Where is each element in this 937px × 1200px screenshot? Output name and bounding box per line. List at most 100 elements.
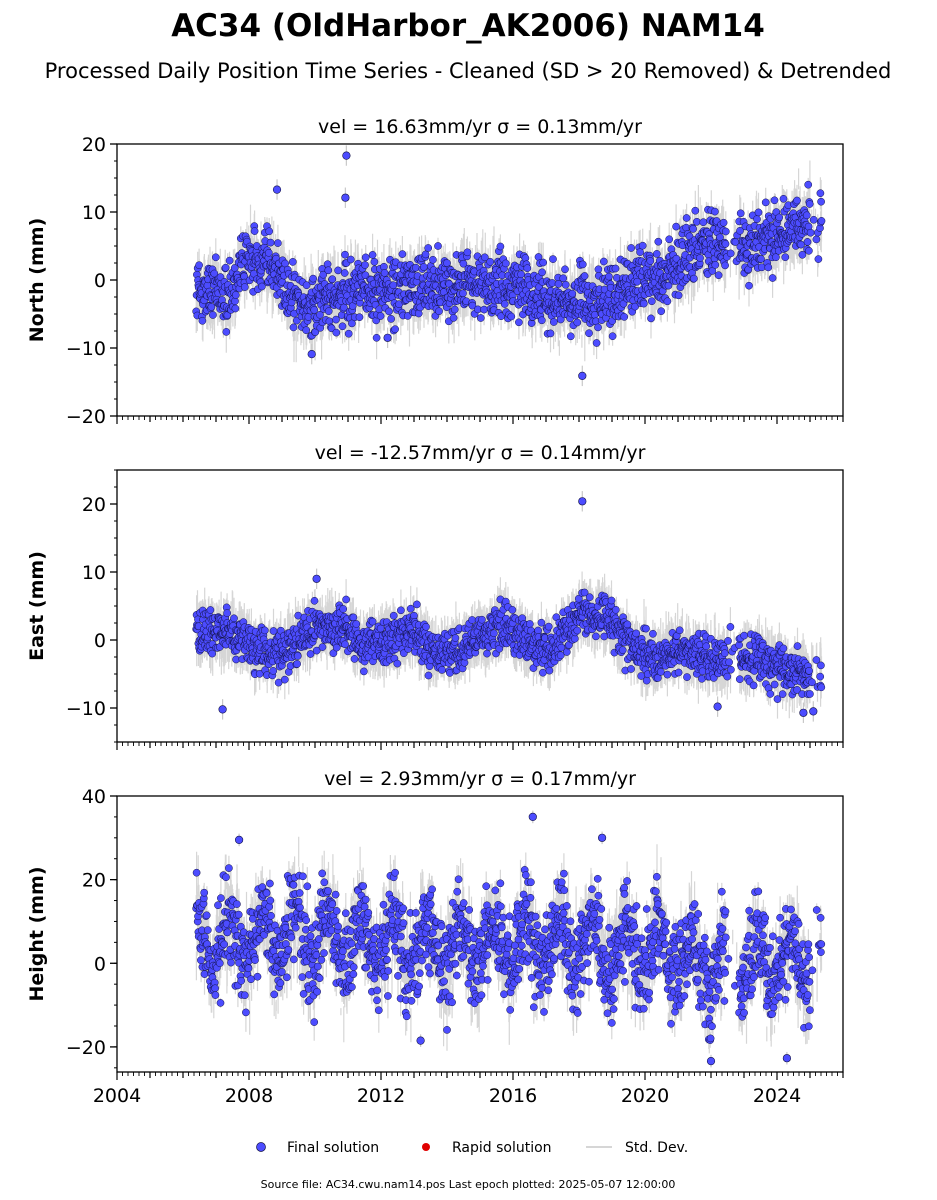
ylabel-height: Height (mm) (26, 866, 48, 1001)
data-point (391, 868, 399, 877)
data-point (452, 971, 461, 980)
data-point (802, 211, 811, 220)
ytick-label: 0 (94, 270, 106, 292)
data-point (500, 300, 509, 308)
data-point (318, 869, 327, 878)
data-point (808, 678, 816, 687)
data-point (620, 313, 629, 321)
data-point (609, 1005, 618, 1013)
data-point (394, 972, 402, 980)
data-point (361, 895, 370, 904)
data-point (306, 650, 315, 658)
data-point (211, 991, 220, 999)
data-point (607, 596, 616, 605)
data-point (503, 931, 512, 940)
data-point (594, 265, 603, 274)
data-point (506, 1006, 515, 1014)
data-point (349, 963, 358, 971)
data-point (242, 1008, 250, 1017)
data-point (649, 629, 657, 638)
data-point (674, 291, 683, 300)
data-point (315, 974, 324, 983)
data-point (227, 958, 235, 967)
data-point (764, 263, 773, 272)
data-point (623, 877, 631, 885)
data-point (637, 934, 646, 943)
data-point (391, 325, 399, 334)
data-point (309, 274, 317, 283)
data-point (296, 903, 304, 912)
data-point (812, 235, 821, 244)
data-point (421, 250, 430, 259)
data-point (797, 240, 805, 249)
data-point (691, 206, 700, 215)
data-point (278, 968, 286, 976)
data-point (590, 311, 599, 319)
data-point (817, 217, 826, 225)
data-point (490, 629, 498, 638)
data-point (223, 609, 231, 617)
data-point (419, 263, 428, 271)
data-point (719, 218, 728, 227)
data-point (258, 282, 266, 291)
data-point (507, 312, 516, 321)
data-point (397, 932, 405, 941)
data-point (544, 986, 553, 995)
data-point (206, 606, 215, 614)
data-point (477, 929, 486, 938)
data-point (721, 240, 730, 248)
data-point (768, 274, 777, 282)
data-point (560, 886, 569, 895)
data-point (699, 218, 708, 227)
panel-title-east: vel = -12.57mm/yr σ = 0.14mm/yr (315, 442, 646, 464)
ytick-label: 20 (82, 134, 106, 156)
data-point (328, 900, 337, 909)
data-point (486, 257, 495, 266)
data-point (608, 985, 617, 994)
data-point (517, 941, 526, 950)
data-point (621, 978, 629, 986)
data-point (595, 915, 604, 924)
data-point (499, 913, 508, 922)
data-point (639, 1004, 648, 1013)
data-point (740, 631, 748, 640)
data-point (580, 272, 589, 280)
data-point (527, 973, 536, 982)
outlier-point (341, 193, 350, 202)
data-point (575, 954, 584, 963)
data-point (537, 618, 546, 627)
data-point (533, 921, 542, 930)
data-point (611, 605, 620, 614)
data-point (231, 304, 240, 313)
data-point (463, 248, 472, 257)
data-point (280, 675, 289, 684)
data-point (360, 667, 368, 676)
ytick-label: 0 (94, 630, 106, 652)
data-point (350, 948, 359, 956)
data-point (778, 690, 787, 698)
data-point (478, 615, 486, 624)
data-point (317, 956, 326, 964)
data-point (385, 307, 393, 316)
data-point (692, 217, 701, 226)
data-point (614, 952, 623, 960)
data-point (207, 303, 216, 311)
outlier-point (307, 350, 316, 359)
data-point (753, 215, 761, 223)
data-point (328, 275, 337, 284)
figure-title: AC34 (OldHarbor_AK2006) NAM14 (171, 8, 765, 44)
data-point (817, 197, 825, 206)
data-point (468, 967, 477, 976)
data-point (549, 318, 558, 326)
data-point (221, 263, 230, 272)
data-point (215, 959, 224, 968)
data-point (809, 215, 818, 224)
data-point (320, 949, 328, 957)
data-point (642, 624, 650, 633)
data-point (200, 970, 209, 978)
data-point (217, 894, 225, 902)
data-point (594, 323, 602, 332)
data-point (544, 977, 553, 986)
data-point (573, 318, 582, 327)
